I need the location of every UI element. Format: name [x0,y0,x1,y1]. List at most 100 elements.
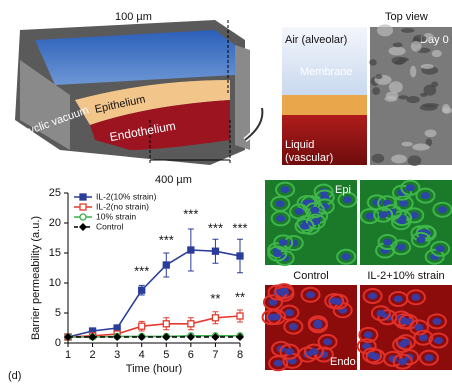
nucleus [274,360,283,367]
y-tick-label: 0 [55,337,61,349]
y-axis-label: Barrier permeability (a.u.) [30,216,42,340]
section-label: Membrane [300,66,353,78]
micrograph-title: Control [293,270,328,282]
sem-texture [406,96,419,103]
nucleus [414,324,423,331]
x-tick-label: 6 [188,349,194,361]
sem-texture [394,61,403,65]
nucleus [432,318,441,325]
sem-texture [408,155,422,166]
data-point [139,323,145,329]
sem-texture [386,91,398,99]
nucleus [438,206,447,213]
x-tick-label: 2 [90,349,96,361]
nucleus [401,339,410,346]
nucleus [424,354,433,361]
sem-texture [421,64,434,69]
nucleus [289,323,298,330]
sem-texture [389,47,406,56]
data-point [212,248,218,254]
nucleus [280,288,289,295]
nucleus [276,200,285,207]
nucleus [295,208,304,215]
sem-texture [411,41,422,52]
nucleus [330,297,339,304]
legend-label: IL-2(no strain) [96,201,149,211]
significance-label: *** [183,207,198,222]
significance-label: ** [235,289,245,304]
y-tick-label: 5 [55,307,61,319]
sem-texture [372,154,385,163]
x-tick-label: 5 [163,349,169,361]
nucleus [272,313,281,320]
sem-texture [393,42,403,47]
nucleus [309,348,318,355]
sem-texture [420,93,427,97]
micrograph-title: IL-2+10% strain [367,270,444,282]
nucleus [368,292,377,299]
x-tick-label: 8 [237,349,243,361]
significance-label: ** [210,291,220,306]
legend-marker [80,194,86,200]
legend-label: Control [96,221,124,231]
x-tick-label: 4 [139,349,145,361]
nucleus [383,238,392,245]
nucleus [279,239,288,246]
legend-marker [80,214,86,220]
legend-label: 10% strain [96,211,136,221]
nucleus [323,338,332,345]
data-point [139,287,145,293]
y-tick-label: 20 [49,217,61,229]
sem-texture [369,59,376,66]
dimension-label: 100 µm [115,11,152,23]
data-point [212,315,218,321]
sem-texture [377,24,393,36]
sem-texture [422,103,439,107]
significance-label: *** [232,220,247,235]
data-point [114,325,120,331]
y-tick-label: 25 [49,187,61,199]
nucleus [281,186,290,193]
sem-texture [432,50,442,57]
legend-marker [79,223,87,231]
nucleus [399,200,408,207]
sem-title: Top view [385,11,428,23]
nucleus [342,253,351,260]
sem-texture [372,87,380,95]
sem-texture [413,35,427,42]
x-axis-label: Time (hour) [126,363,182,375]
nucleus [398,358,407,365]
y-tick-label: 10 [49,277,61,289]
significance-label: *** [134,264,149,279]
significance-label: *** [208,220,223,235]
nucleus [397,244,406,251]
sem-texture [401,142,412,147]
sem-texture [410,66,416,78]
section-label: Air (alveolar) [285,34,347,46]
x-tick-label: 3 [114,349,120,361]
micrograph-label: Endo [330,356,356,368]
data-point [163,321,169,327]
nucleus [364,331,373,338]
nucleus [376,310,385,317]
nucleus [434,337,443,344]
significance-label: *** [159,232,174,247]
micrograph-label: Epi [335,184,351,196]
nucleus [394,295,403,302]
nucleus [310,207,319,214]
nucleus [379,211,388,218]
x-tick-label: 1 [65,349,71,361]
y-tick-label: 15 [49,247,61,259]
sem-texture [412,144,429,151]
nucleus [313,322,322,329]
dimension-label: 400 µm [155,174,192,186]
nucleus [300,223,309,230]
nucleus [285,348,294,355]
nucleus [436,245,445,252]
sem-texture [425,130,437,138]
device-illustration [15,20,262,165]
panel-label: (d) [8,370,21,382]
nucleus [343,196,352,203]
sem-texture [442,104,450,113]
data-point [188,247,194,253]
